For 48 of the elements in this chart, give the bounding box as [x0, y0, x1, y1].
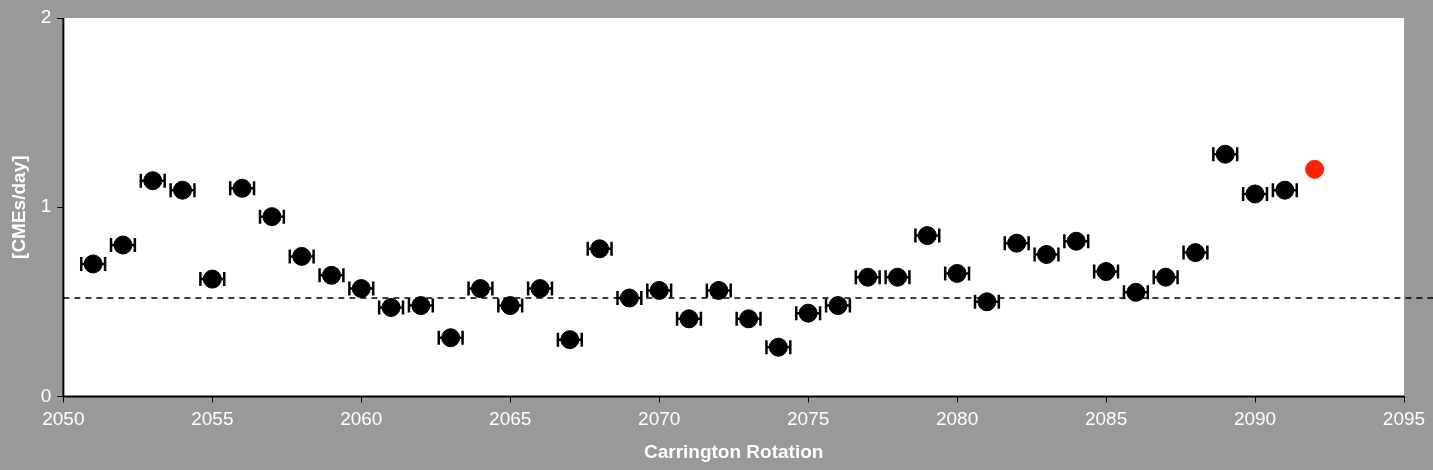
point	[232, 178, 252, 198]
x-axis-title: Carrington Rotation	[643, 440, 824, 462]
point	[321, 265, 341, 285]
point	[262, 207, 282, 227]
x-tick-label: 2085	[1084, 408, 1128, 430]
point	[500, 296, 520, 316]
point	[798, 303, 818, 323]
point	[739, 309, 759, 329]
x-tick-label: 2070	[638, 408, 681, 430]
point	[83, 254, 103, 274]
point	[381, 297, 401, 317]
point	[917, 226, 937, 246]
point	[679, 309, 699, 329]
point	[530, 279, 550, 299]
x-tick-label: 2080	[935, 408, 979, 430]
point	[709, 280, 729, 300]
x-tick-label: 2090	[1233, 408, 1277, 430]
point	[649, 280, 669, 300]
point	[768, 337, 788, 357]
point	[1215, 144, 1235, 164]
point	[1066, 231, 1086, 251]
point	[590, 239, 610, 259]
y-tick-label: 0	[40, 384, 52, 406]
point	[441, 328, 461, 348]
point	[1007, 233, 1027, 253]
x-tick-label: 2065	[489, 408, 532, 430]
point	[470, 279, 490, 299]
point	[202, 269, 222, 289]
point	[1305, 159, 1325, 179]
x-tick-label: 2050	[42, 408, 85, 430]
x-tick-label: 2095	[1382, 408, 1426, 430]
x-tick-label: 2060	[340, 408, 383, 430]
point	[560, 330, 580, 350]
y-axis-title: [CMEs/day]	[7, 155, 29, 259]
point	[1185, 243, 1205, 263]
point	[1245, 184, 1265, 204]
point	[292, 246, 312, 266]
point	[1037, 245, 1056, 264]
y-tick-label: 2	[40, 6, 52, 28]
x-tick-label: 2075	[787, 408, 830, 430]
point	[1096, 262, 1116, 282]
point	[351, 279, 371, 299]
point	[411, 296, 431, 316]
x-tick-label: 2055	[191, 408, 234, 430]
point	[828, 296, 848, 316]
point	[947, 263, 967, 283]
y-tick-label: 1	[40, 195, 52, 217]
point	[619, 288, 639, 308]
